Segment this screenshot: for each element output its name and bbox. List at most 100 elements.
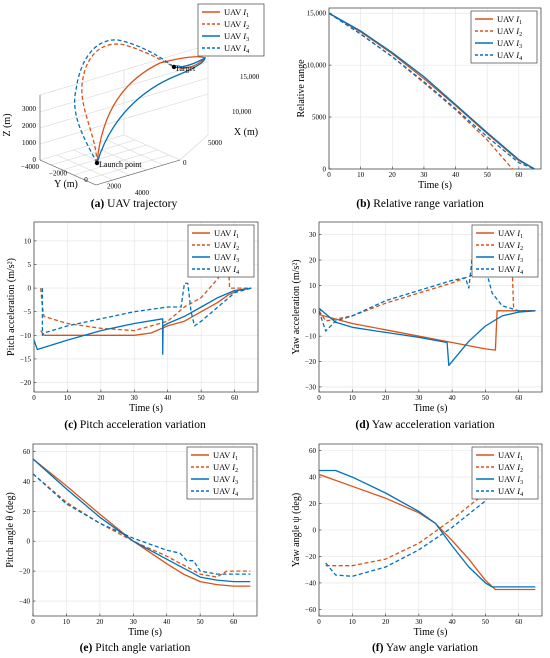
series-line-3 (33, 458, 251, 583)
series-line-4 (329, 12, 535, 169)
legend-label: UAV I3 (497, 38, 522, 50)
caption-a: (a) UAV trajectory (91, 198, 178, 210)
series-line-1 (33, 458, 251, 587)
z-axis-label: Z (m) (2, 113, 13, 136)
x-tick-label: 60 (515, 171, 523, 179)
y-tick-label: 15,000 (307, 10, 327, 18)
caption-text: Yaw acceleration variation (369, 419, 494, 431)
series-line-1 (40, 287, 252, 336)
caption-letter: (f) (372, 642, 384, 654)
chart-e: 0 10 20 30 40 50 60 −40 −20 0 20 40 60 Time (s) Pitch … (5, 443, 258, 638)
legend-label: UAV I1 (214, 228, 239, 240)
x-tick-label: 0 (327, 171, 331, 179)
wall-grid (39, 93, 209, 145)
legend-label: UAV I4 (498, 486, 523, 498)
x-tick-label: 10 (349, 618, 357, 626)
y-tick-label: −20 (20, 379, 31, 387)
legend-label: UAV I1 (498, 450, 523, 462)
series-line-1 (319, 473, 536, 591)
y-tick-label: −30 (305, 383, 316, 391)
legend-label: UAV I4 (498, 264, 523, 276)
launch-point-label: Launch point (99, 160, 142, 169)
trajectory-1 (96, 56, 207, 164)
y-tick-label: 5000 (312, 114, 327, 122)
y-tick-label: −15 (20, 355, 31, 363)
x-tick-label: 30 (415, 394, 423, 402)
caption-letter: (d) (355, 419, 369, 431)
y-tick-label: −20 (19, 568, 30, 576)
z-tick-label: 2000 (22, 122, 37, 130)
x-tick-label: 15,000 (240, 73, 260, 81)
x-tick-label: 30 (415, 618, 423, 626)
x-tick-label: 60 (515, 394, 523, 402)
series-line-2 (40, 252, 252, 332)
y-tick-label: 0 (313, 527, 317, 535)
legend-label: UAV I3 (498, 252, 523, 264)
legend-label: UAV I4 (497, 50, 522, 62)
floor-grid (62, 144, 147, 171)
y-tick-label: 0 (84, 176, 88, 184)
series-line-4 (41, 282, 252, 336)
x-axis-label: Time (s) (129, 403, 163, 414)
target-label: Target (175, 64, 196, 73)
y-tick-label: −10 (305, 333, 316, 341)
x-tick-label: 20 (389, 171, 397, 179)
x-axis-label: Time (s) (418, 180, 452, 191)
caption-text: Pitch angle variation (92, 642, 190, 654)
floor-grid (73, 149, 130, 176)
legend-label: UAV I1 (224, 7, 249, 19)
legend-label: UAV I1 (497, 14, 522, 26)
x-tick-label: 40 (449, 394, 457, 402)
legend-label: UAV I2 (213, 462, 238, 474)
axes-box (33, 221, 259, 393)
x-tick-label: 10 (357, 171, 365, 179)
axes-box (328, 7, 542, 170)
x-tick-label: 0 (317, 394, 321, 402)
y-tick-label: −10 (20, 332, 31, 340)
legend-label: UAV I3 (224, 31, 249, 43)
caption-c: (c) Pitch acceleration variation (64, 419, 206, 431)
series-line-3 (34, 287, 252, 355)
x-tick-label: 20 (382, 394, 390, 402)
x-axis-label: X (m) (234, 127, 258, 138)
legend-label: UAV I3 (214, 252, 239, 264)
x-tick-label: 5000 (208, 139, 223, 147)
series-line-3 (319, 307, 536, 367)
series-line-2 (33, 473, 251, 578)
trajectory-2 (81, 43, 175, 164)
x-tick-label: 60 (515, 618, 523, 626)
y-tick-label: 0 (313, 307, 317, 315)
y-tick-label: 10,000 (307, 62, 327, 70)
x-tick-label: 10 (63, 618, 71, 626)
y-tick-label: 60 (23, 448, 31, 456)
series-line-3 (319, 469, 536, 588)
chart-a: 0 1000 2000 3000 −4000 −2000 0 2000 4000 0 5000 10,… (2, 3, 265, 197)
axes-box (318, 221, 543, 393)
x-tick-label: 40 (452, 171, 460, 179)
x-tick-label: 0 (183, 159, 187, 167)
chart-c: 0 10 20 30 40 50 60 −20 −15 −10 −5 0 5 10 Time (s) Pitc… (6, 221, 259, 414)
x-tick-label: 30 (130, 618, 138, 626)
floor-grid (90, 144, 147, 171)
wall-grid (39, 77, 209, 129)
x-tick-label: 50 (484, 171, 492, 179)
y-tick-label: 20 (23, 508, 31, 516)
legend-label: UAV I3 (213, 474, 238, 486)
caption-letter: (c) (64, 419, 77, 431)
floor-grid (84, 154, 169, 181)
legend-label: UAV I4 (213, 486, 238, 498)
caption-d: (d) Yaw acceleration variation (355, 419, 494, 431)
y-axis-label: Yaw angle ψ (deg) (291, 493, 302, 567)
y-tick-label: −20 (305, 358, 316, 366)
x-tick-label: 50 (482, 394, 490, 402)
caption-text: Pitch acceleration variation (77, 419, 206, 431)
y-tick-label: 4000 (135, 189, 150, 197)
caption-f: (f) Yaw angle variation (372, 642, 478, 654)
y-tick-label: 60 (309, 447, 317, 455)
series-line-1 (329, 12, 536, 169)
y-tick-label: 5 (28, 261, 32, 269)
x-tick-label: 40 (164, 394, 172, 402)
series-line-2 (325, 449, 536, 567)
series-line-3 (329, 12, 536, 169)
